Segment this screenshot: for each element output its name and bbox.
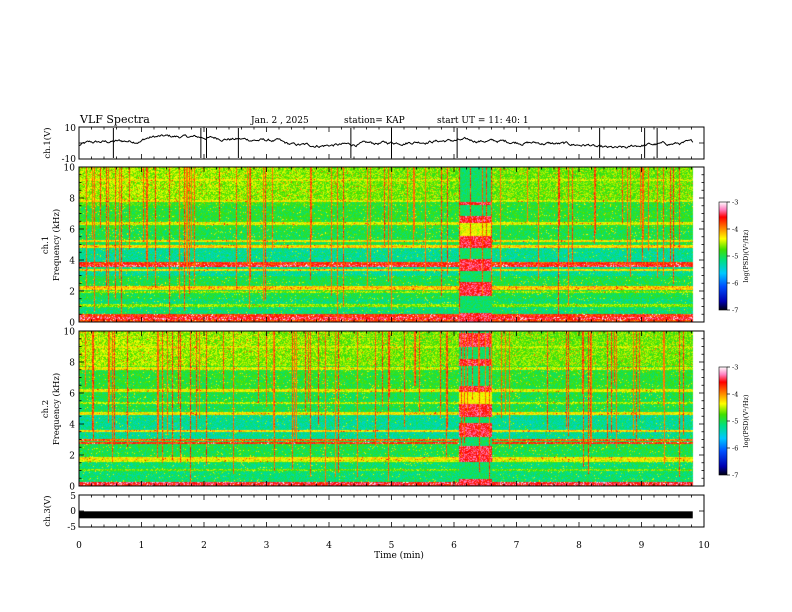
x-tick-label: 8 bbox=[576, 541, 582, 551]
y-tick-label: 6 bbox=[69, 226, 75, 236]
x-tick-label: 10 bbox=[698, 541, 710, 551]
colorbar-tick-label: -7 bbox=[732, 472, 738, 480]
x-tick-label: 5 bbox=[389, 541, 395, 551]
y-tick-label: 10 bbox=[64, 164, 76, 174]
y-tick-label: 10 bbox=[64, 328, 76, 338]
y-tick-label: 2 bbox=[69, 452, 75, 462]
ch1-colorbar-ticks: -3 -4 -5 -6 -7 bbox=[727, 199, 738, 315]
x-tick-label: 1 bbox=[139, 541, 145, 551]
y-tick-label: 8 bbox=[69, 359, 75, 369]
ch3-waveform-ylabel: ch.3(V) bbox=[42, 495, 53, 526]
ch2-spectrogram-ticks bbox=[78, 330, 705, 487]
ch1-ytick-bottom: -10 bbox=[62, 155, 77, 165]
y-tick-label: 4 bbox=[69, 421, 75, 431]
ch3-ytick-bottom: -5 bbox=[67, 523, 76, 533]
ch1-spectrogram-panel: 0 2 4 6 8 10 ch.1 Frequency (kHz) bbox=[41, 164, 705, 329]
x-axis-label: Time (min) bbox=[374, 550, 424, 561]
colorbar-tick-label: -3 bbox=[732, 199, 738, 207]
ch1-spectrogram-ylabel-channel: ch.1 bbox=[41, 236, 51, 254]
y-tick-label: 2 bbox=[69, 288, 75, 298]
colorbar-tick-label: -5 bbox=[732, 253, 738, 261]
x-tick-label: 7 bbox=[514, 541, 520, 551]
ch2-colorbar-label: log(PSD)(V²/Hz) bbox=[742, 394, 750, 447]
ch1-spectrogram-image bbox=[79, 167, 704, 322]
ch2-colorbar: -3 -4 -5 -6 -7 log(PSD)(V²/Hz) bbox=[718, 364, 750, 480]
ch2-colorbar-gradient bbox=[718, 366, 728, 476]
ch3-ytick-middle: 0 bbox=[70, 507, 76, 517]
colorbar-tick-label: -6 bbox=[732, 280, 738, 288]
ch1-waveform-line bbox=[79, 134, 694, 149]
ch1-colorbar-label: log(PSD)(V²/Hz) bbox=[742, 229, 750, 282]
x-tick-label: 9 bbox=[639, 541, 645, 551]
colorbar-tick-label: -5 bbox=[732, 418, 738, 426]
ch2-spectrogram-ytick-labels: 0 2 4 6 8 10 bbox=[64, 328, 76, 493]
station-label: station= KAP bbox=[344, 116, 405, 126]
colorbar-tick-label: -6 bbox=[732, 445, 738, 453]
colorbar-tick-label: -4 bbox=[732, 226, 738, 234]
ch3-waveform-trace bbox=[79, 511, 693, 519]
x-axis-tick-labels: 0 1 2 3 4 5 6 7 8 9 10 bbox=[76, 541, 710, 551]
x-tick-label: 4 bbox=[326, 541, 332, 551]
ch3-ytick-top: 5 bbox=[70, 492, 76, 502]
x-tick-label: 6 bbox=[451, 541, 457, 551]
y-tick-label: 8 bbox=[69, 195, 75, 205]
y-tick-label: 0 bbox=[69, 483, 75, 493]
x-tick-label: 0 bbox=[76, 541, 82, 551]
colorbar-tick-label: -7 bbox=[732, 307, 738, 315]
ch1-colorbar-gradient bbox=[718, 201, 728, 311]
colorbar-tick-label: -4 bbox=[732, 391, 738, 399]
ch1-spectrogram-ylabel-frequency: Frequency (kHz) bbox=[51, 209, 62, 281]
ch1-spectrogram-ytick-labels: 0 2 4 6 8 10 bbox=[64, 164, 76, 329]
y-tick-label: 6 bbox=[69, 390, 75, 400]
figure-title: VLF Spectra bbox=[79, 113, 150, 126]
y-tick-label: 4 bbox=[69, 257, 75, 267]
ch1-colorbar: -3 -4 -5 -6 -7 log(PSD)(V²/Hz) bbox=[718, 199, 750, 315]
date-label: Jan. 2 , 2025 bbox=[250, 116, 309, 126]
x-tick-label: 3 bbox=[264, 541, 270, 551]
ch1-waveform-ticks bbox=[78, 126, 705, 160]
ch3-waveform-ticks bbox=[78, 494, 705, 528]
ch1-waveform-panel: 10 -10 ch.1(V) bbox=[42, 124, 705, 165]
x-tick-label: 2 bbox=[201, 541, 207, 551]
y-tick-label: 0 bbox=[69, 319, 75, 329]
ch2-spectrogram-panel: 0 2 4 6 8 10 ch.2 Frequency (kHz) bbox=[41, 328, 705, 493]
ch2-colorbar-ticks: -3 -4 -5 -6 -7 bbox=[727, 364, 738, 480]
ch1-waveform-spikes bbox=[112, 128, 658, 158]
ch1-waveform-ylabel: ch.1(V) bbox=[42, 127, 53, 158]
ch2-spectrogram-image bbox=[79, 331, 704, 486]
ch1-ytick-top: 10 bbox=[65, 124, 77, 134]
ch2-spectrogram-ylabel-channel: ch.2 bbox=[41, 400, 51, 418]
ch3-waveform-panel: 5 0 -5 ch.3(V) bbox=[42, 492, 705, 533]
ch2-spectrogram-ylabel-frequency: Frequency (kHz) bbox=[51, 373, 62, 445]
colorbar-tick-label: -3 bbox=[732, 364, 738, 372]
ch1-spectrogram-ticks bbox=[78, 166, 705, 323]
start-time-label: start UT = 11: 40: 1 bbox=[437, 116, 529, 126]
